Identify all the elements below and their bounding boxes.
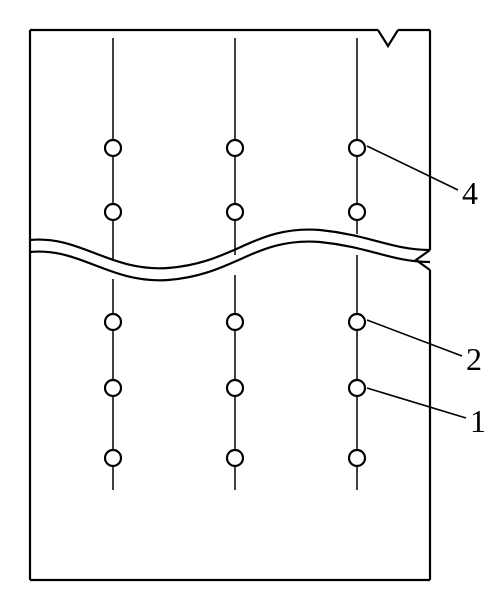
node-circle <box>349 314 365 330</box>
node-circle <box>227 380 243 396</box>
technical-diagram: 4 2 1 <box>0 0 501 600</box>
node-circle <box>105 204 121 220</box>
node-circle <box>349 140 365 156</box>
node-circle <box>105 380 121 396</box>
node-circle <box>349 204 365 220</box>
node-circle <box>105 314 121 330</box>
node-circle <box>349 450 365 466</box>
node-circle <box>227 450 243 466</box>
callout-label: 4 <box>462 175 478 211</box>
node-circle <box>227 314 243 330</box>
callout-label: 1 <box>470 403 486 439</box>
callout-label: 2 <box>466 341 482 377</box>
node-circle <box>227 204 243 220</box>
node-circle <box>105 450 121 466</box>
node-circle <box>349 380 365 396</box>
node-circle <box>227 140 243 156</box>
node-circle <box>105 140 121 156</box>
